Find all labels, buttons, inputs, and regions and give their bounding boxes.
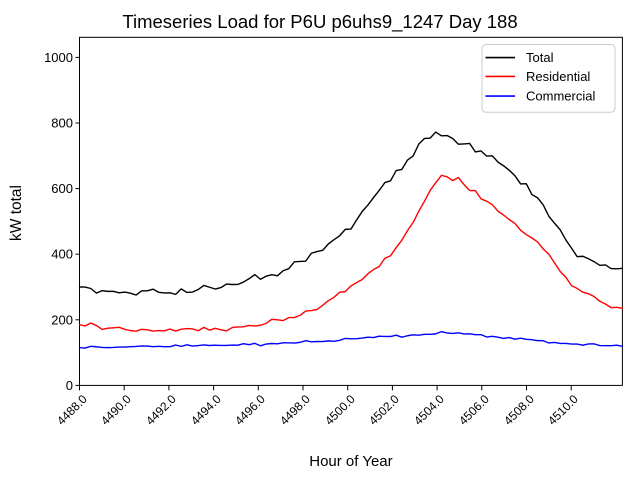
svg-text:Residential: Residential [526,69,590,84]
svg-text:600: 600 [51,181,73,196]
svg-text:Commercial: Commercial [526,89,595,104]
svg-text:800: 800 [51,116,73,131]
svg-text:1000: 1000 [44,50,73,65]
svg-text:0: 0 [66,378,73,393]
svg-text:Total: Total [526,50,554,65]
svg-text:400: 400 [51,247,73,262]
svg-text:200: 200 [51,312,73,327]
